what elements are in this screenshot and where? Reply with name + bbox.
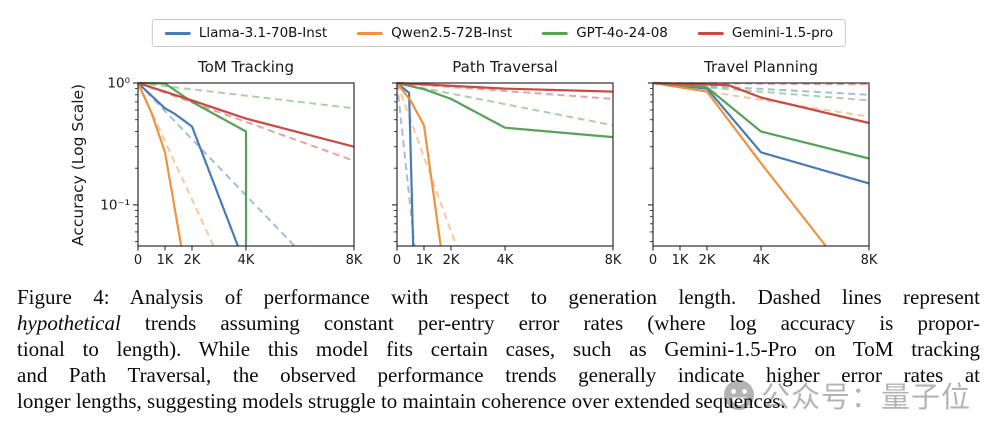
- series-gemini-1-5-pro-dashed: [137, 82, 355, 162]
- series-gpt-4o-24-08-solid: [652, 82, 870, 160]
- x-tick-label: 2K: [184, 253, 201, 268]
- legend-line-swatch: [357, 31, 384, 35]
- x-tick-label: 8K: [346, 253, 363, 268]
- watermark-text: 公众号：量子位: [761, 380, 972, 414]
- x-tick-label: 2K: [443, 253, 460, 268]
- series-gemini-1-5-pro-solid: [137, 82, 355, 148]
- x-tick-label: 8K: [861, 253, 878, 268]
- y-axis-label: Accuracy (Log Scale): [69, 83, 87, 246]
- caption-line: and Path Traversal, the observed perform…: [17, 362, 980, 388]
- wechat-icon: [724, 380, 754, 410]
- chart-title: Travel Planning: [703, 58, 818, 76]
- x-tick-label: 4K: [753, 253, 770, 268]
- legend-item-qwen2-5-72b-inst: Qwen2.5-72B-Inst: [357, 25, 512, 41]
- chart-tom-tracking: ToM Tracking 0 1K 2K 4K 8K 10⁰ 10⁻¹: [100, 58, 363, 268]
- caption-text: longer lengths, suggesting models strugg…: [17, 389, 786, 413]
- chart-travel-planning: Travel Planning 0 1K 2K 4K 8K: [648, 58, 878, 268]
- legend-item-gemini-1-5-pro: Gemini-1.5-pro: [697, 25, 834, 41]
- series-gpt-4o-24-08-solid: [137, 82, 248, 246]
- chart-title: ToM Tracking: [197, 58, 294, 76]
- caption-italic-text: hypothetical: [17, 311, 121, 335]
- series-gpt-4o-24-08-dashed: [137, 82, 355, 110]
- legend-line-swatch: [697, 31, 724, 35]
- legend-item-label: GPT-4o-24-08: [576, 25, 668, 41]
- caption-line: tional to length). While this model fits…: [17, 336, 980, 362]
- series-gpt-4o-24-08-dashed: [396, 82, 614, 127]
- caption-line: longer lengths, suggesting models strugg…: [17, 388, 980, 414]
- series-qwen2-5-72b-inst-dashed: [396, 82, 458, 247]
- legend-line-swatch: [542, 31, 569, 35]
- chart-title: Path Traversal: [452, 58, 557, 76]
- legend-item-label: Llama-3.1-70B-Inst: [198, 25, 328, 41]
- x-tick-label: 1K: [416, 253, 433, 268]
- x-tick-label: 0: [393, 253, 401, 268]
- x-tick-label: 4K: [238, 253, 255, 268]
- series-gemini-1-5-pro-solid: [396, 82, 614, 93]
- series-qwen2-5-72b-inst-solid: [137, 82, 183, 247]
- x-tick-label: 8K: [605, 253, 622, 268]
- legend-item-llama-3-1-70b-inst: Llama-3.1-70B-Inst: [164, 25, 328, 41]
- series-llama-3-1-70b-inst-solid: [396, 82, 415, 247]
- legend-item-gpt-4o-24-08: GPT-4o-24-08: [542, 25, 668, 41]
- watermark: 公众号：量子位: [722, 374, 971, 416]
- legend: Llama-3.1-70B-Inst Qwen2.5-72B-Inst GPT-4o…: [151, 19, 847, 47]
- series-llama-3-1-70b-inst-solid: [137, 82, 239, 247]
- y-tick-label: 10⁻¹: [100, 197, 130, 213]
- series-qwen2-5-72b-inst-solid: [652, 82, 827, 247]
- legend-line-swatch: [164, 31, 191, 35]
- x-tick-label: 1K: [157, 253, 174, 268]
- series-qwen2-5-72b-inst-solid: [396, 82, 442, 247]
- x-tick-label: 4K: [497, 253, 514, 268]
- x-tick-label: 2K: [699, 253, 716, 268]
- series-llama-3-1-70b-inst-dashed: [137, 82, 296, 247]
- chart-path-traversal: Path Traversal 0 1K 2K 4K 8K: [392, 58, 622, 268]
- x-tick-label: 0: [649, 253, 657, 268]
- caption-text: and Path Traversal, the observed perform…: [17, 363, 980, 387]
- caption-text: trends assuming constant per-entry error…: [120, 311, 980, 335]
- caption-text: Figure 4: Analysis of performance with r…: [17, 285, 980, 309]
- series-gpt-4o-24-08-solid: [396, 82, 614, 139]
- x-tick-label: 0: [134, 253, 142, 268]
- caption-text: tional to length). While this model fits…: [17, 337, 980, 361]
- legend-item-label: Qwen2.5-72B-Inst: [391, 25, 513, 41]
- series-gemini-1-5-pro-solid: [652, 82, 870, 125]
- legend-item-label: Gemini-1.5-pro: [731, 25, 834, 41]
- x-tick-label: 1K: [672, 253, 689, 268]
- caption-line: hypothetical trends assuming constant pe…: [17, 310, 980, 336]
- y-tick-label: 10⁰: [107, 76, 130, 92]
- figure-caption: Figure 4: Analysis of performance with r…: [17, 284, 980, 414]
- caption-line: Figure 4: Analysis of performance with r…: [17, 284, 980, 310]
- series-llama-3-1-70b-inst-dashed: [396, 82, 416, 247]
